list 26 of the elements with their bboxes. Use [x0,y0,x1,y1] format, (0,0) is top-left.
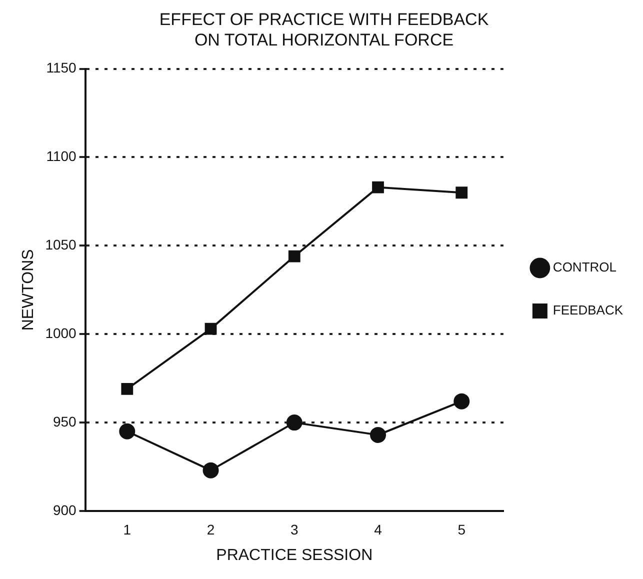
legend-label: FEEDBACK [552,302,624,318]
y-tick-label: 1150 [46,60,77,76]
y-tick-label: 900 [52,502,77,518]
chart-title: EFFECT OF PRACTICE WITH FEEDBACK ON TOTAL HORIZONTAL FORCE [159,10,490,50]
y-tick-label: 950 [52,413,77,430]
point [286,414,302,431]
x-tick-label: 5 [458,521,466,538]
y-tick-label: 1100 [46,148,77,164]
x-tick-label: 1 [123,521,132,538]
point [204,322,217,335]
point [121,383,134,395]
point [288,250,300,262]
point [456,186,468,199]
x-tick-label: 3 [290,521,298,538]
y-axis-title: NEWTONS [20,249,38,331]
point [202,462,219,478]
x-tick-label: 2 [206,521,215,538]
legend-label: CONTROL [552,260,616,275]
y-tick-label: 1050 [45,236,77,253]
point [370,426,386,443]
x-tick-label: 4 [374,521,382,538]
y-tick-label: 1000 [45,324,77,341]
point [454,393,470,410]
point [119,423,136,440]
x-axis-title: PRACTICE SESSION [216,546,373,564]
point [372,181,384,194]
